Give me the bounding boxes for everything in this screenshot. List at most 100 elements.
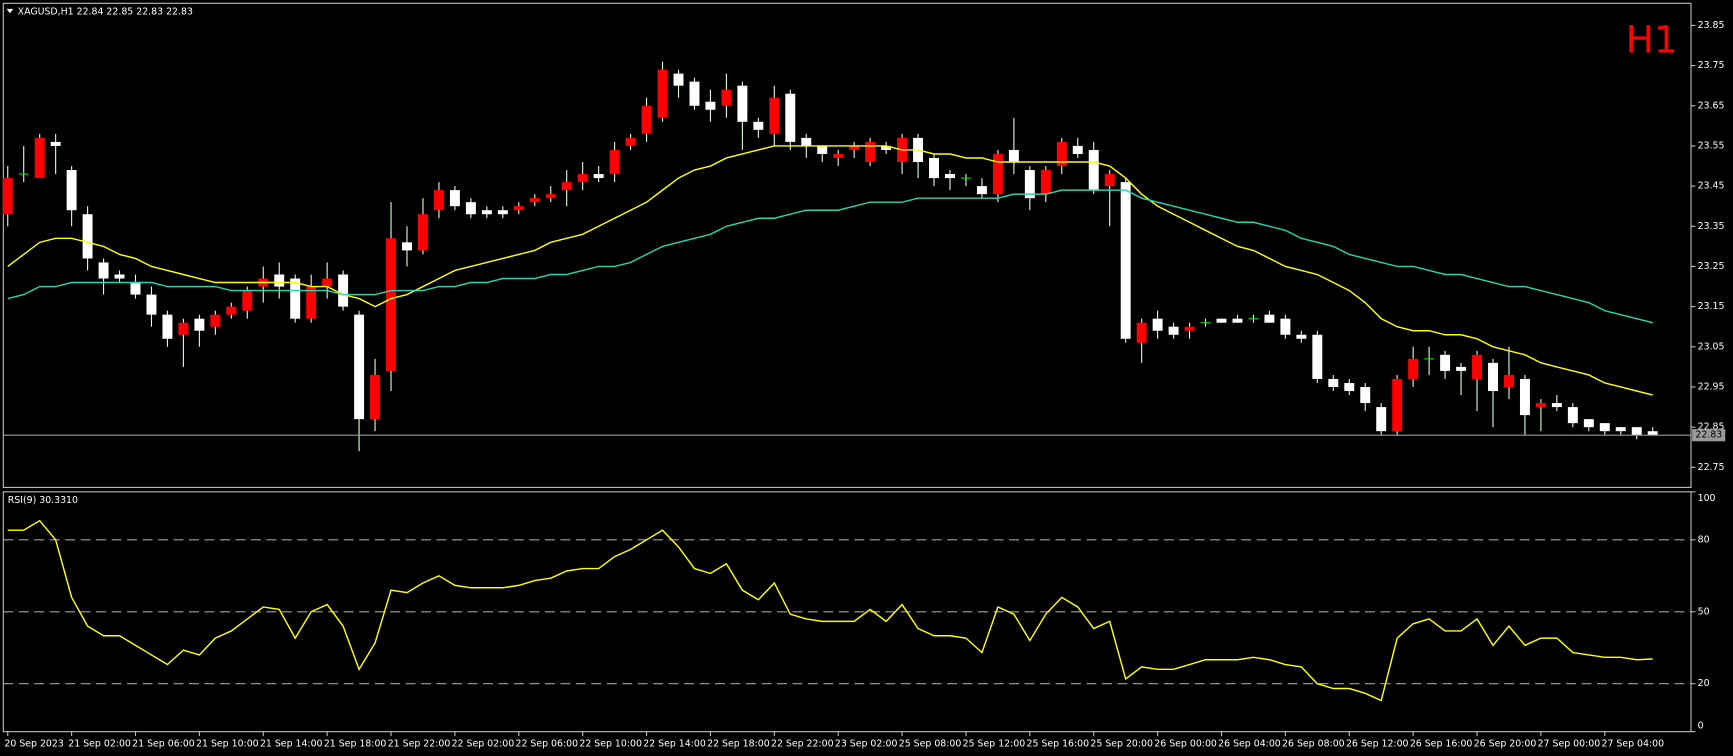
x-tick-label: 21 Sep 06:00 — [132, 738, 195, 749]
candle-body-down — [1232, 318, 1243, 323]
candle-body-up — [513, 206, 524, 211]
candle-body-down — [497, 210, 508, 215]
candle-body-down — [1599, 423, 1610, 432]
candle-body-down — [689, 81, 700, 106]
candle-body-up — [417, 214, 428, 251]
candle-body-down — [673, 73, 684, 86]
candle-body-down — [1264, 314, 1275, 323]
candle-body-up — [1104, 174, 1115, 187]
candle-body-up — [322, 278, 333, 287]
candle-body-down — [82, 214, 93, 259]
candle-body-up — [1136, 322, 1147, 343]
candle-body-down — [338, 274, 349, 307]
timeframe-label: H1 — [1626, 17, 1678, 61]
candle-body-up — [1503, 374, 1514, 387]
candle-body-down — [945, 174, 955, 179]
x-tick-label: 25 Sep 20:00 — [1090, 738, 1153, 749]
x-tick-label: 27 Sep 00:00 — [1538, 738, 1601, 749]
candle-body-up — [577, 174, 588, 183]
candle-body-up — [561, 182, 572, 191]
y-tick-label: 80 — [1698, 534, 1710, 545]
candle-body-up — [226, 306, 237, 315]
y-tick-label: 20 — [1698, 678, 1710, 689]
candle-body-up — [1408, 358, 1419, 379]
candle-body-down — [274, 274, 285, 287]
x-tick-label: 21 Sep 10:00 — [196, 738, 259, 749]
candle-body-up — [1472, 354, 1483, 379]
candle-body-down — [881, 145, 892, 150]
symbol-menu-arrow[interactable] — [6, 8, 14, 14]
y-tick-label: 100 — [1698, 493, 1716, 504]
candle-body-down — [1567, 407, 1578, 424]
candle-body-up — [433, 190, 444, 211]
candle-body-down — [1647, 431, 1658, 436]
y-tick-label: 22.95 — [1698, 381, 1725, 392]
candle-body-down — [1488, 362, 1498, 392]
candle-body-down — [1551, 403, 1562, 408]
candle-body-down — [1216, 318, 1227, 323]
candle-body-down — [1120, 182, 1131, 339]
candle-body-down — [194, 318, 205, 331]
candle-body-up — [34, 137, 45, 179]
candle-body-down — [1360, 386, 1371, 404]
candle-body-up — [849, 145, 860, 150]
candle-body-down — [1280, 318, 1291, 335]
candle-body-down — [66, 170, 77, 211]
candle-body-down — [290, 278, 301, 319]
candle-body-up — [609, 149, 620, 175]
candle-body-down — [1008, 149, 1019, 163]
candle-body-down — [593, 174, 604, 179]
candle-body-down — [705, 101, 716, 110]
x-tick-label: 25 Sep 12:00 — [963, 738, 1026, 749]
y-tick-label: 22.75 — [1698, 462, 1725, 473]
current-price-label: 22.83 — [1695, 430, 1722, 441]
x-tick-label: 25 Sep 16:00 — [1027, 738, 1090, 749]
x-tick-label: 22 Sep 06:00 — [515, 738, 578, 749]
candle-body-down — [753, 121, 764, 130]
candle-body-down — [1344, 382, 1355, 392]
candle-body-down — [146, 294, 157, 315]
candle-body-down — [929, 157, 940, 179]
price-panel-frame — [2, 2, 1692, 488]
candle-body-up — [625, 137, 636, 146]
y-tick-label: 50 — [1698, 606, 1710, 617]
candle-body-down — [1024, 170, 1035, 199]
candle-body-down — [50, 141, 61, 146]
x-tick-label: 22 Sep 02:00 — [452, 738, 515, 749]
x-tick-label: 27 Sep 04:00 — [1601, 738, 1664, 749]
candle-body-down — [785, 93, 796, 142]
candle-body-down — [1312, 334, 1323, 379]
x-tick-label: 26 Sep 04:00 — [1218, 738, 1281, 749]
moving-average-line — [7, 145, 1653, 396]
candle-body-down — [402, 242, 412, 251]
y-tick-label: 23.85 — [1698, 20, 1725, 31]
y-tick-label: 23.55 — [1698, 140, 1725, 151]
x-tick-label: 23 Sep 02:00 — [835, 738, 898, 749]
candle-body-down — [976, 186, 987, 195]
candle-body-up — [1040, 170, 1051, 195]
candle-body-up — [1392, 378, 1403, 432]
y-tick-label: 0 — [1698, 721, 1704, 732]
candle-body-down — [114, 274, 125, 279]
candle-body-down — [1072, 145, 1083, 154]
x-tick-label: 26 Sep 12:00 — [1346, 738, 1409, 749]
rsi-header: RSI(9) 30.3310 — [8, 495, 78, 506]
candle-body-down — [1631, 427, 1642, 436]
candle-body-down — [801, 137, 812, 146]
candle-body-down — [481, 210, 492, 215]
x-tick-label: 26 Sep 20:00 — [1474, 738, 1537, 749]
x-tick-label: 26 Sep 08:00 — [1282, 738, 1345, 749]
candle-body-down — [1328, 378, 1339, 387]
moving-average-line — [7, 189, 1653, 324]
candle-body-up — [833, 153, 844, 158]
x-tick-label: 22 Sep 18:00 — [707, 738, 770, 749]
y-tick-label: 23.05 — [1698, 341, 1725, 352]
y-tick-label: 23.65 — [1698, 100, 1725, 111]
candle-body-down — [449, 190, 460, 207]
candle-body-up — [529, 198, 540, 203]
y-tick-label: 23.15 — [1698, 301, 1725, 312]
candle-body-up — [1535, 403, 1546, 408]
x-tick-label: 21 Sep 14:00 — [260, 738, 323, 749]
candle-body-down — [1088, 149, 1099, 191]
